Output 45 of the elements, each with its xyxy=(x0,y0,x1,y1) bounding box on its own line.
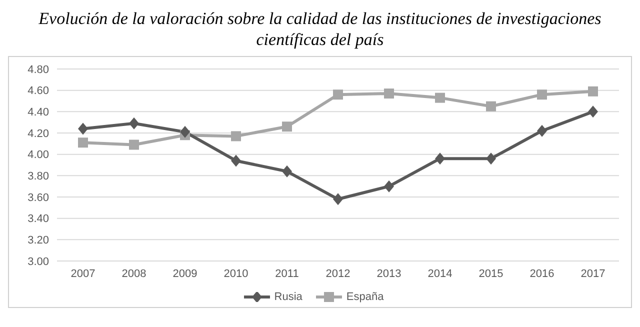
point xyxy=(180,126,190,138)
y-tick-label: 4.40 xyxy=(28,106,49,119)
point xyxy=(384,88,394,99)
point xyxy=(537,124,547,137)
point xyxy=(486,101,496,112)
x-tick-label: 2012 xyxy=(326,268,350,280)
point xyxy=(435,92,445,103)
point xyxy=(129,140,139,150)
point xyxy=(588,106,598,118)
y-tick-label: 4.60 xyxy=(28,85,49,98)
y-tick-label: 3.40 xyxy=(28,213,49,226)
x-tick-label: 2011 xyxy=(275,268,299,280)
point xyxy=(333,193,343,206)
y-tick-label: 4.20 xyxy=(28,128,49,140)
y-tick-label: 3.80 xyxy=(28,170,49,183)
point xyxy=(282,122,292,132)
point xyxy=(231,131,241,142)
x-tick-label: 2015 xyxy=(478,268,504,280)
y-tick-label: 3.60 xyxy=(28,192,49,204)
point xyxy=(333,90,343,100)
y-tick-label: 3.20 xyxy=(28,234,49,247)
x-tick-label: 2013 xyxy=(376,268,402,280)
x-tick-label: 2017 xyxy=(580,268,606,280)
chart-title: Evolución de la valoración sobre la calidad de las instituciones de investigaciones científicas del país xyxy=(38,8,602,50)
legend-label: Rusia xyxy=(274,291,302,303)
point xyxy=(78,122,88,135)
point xyxy=(384,180,394,192)
point xyxy=(231,154,241,167)
y-tick-label: 4.80 xyxy=(28,64,49,76)
x-tick-label: 2010 xyxy=(224,268,248,280)
y-tick-label: 4.00 xyxy=(28,149,49,162)
x-tick-label: 2008 xyxy=(122,268,146,280)
point xyxy=(78,138,88,148)
point xyxy=(282,165,292,178)
x-tick-label: 2009 xyxy=(172,268,198,280)
point xyxy=(537,90,547,100)
point xyxy=(129,117,139,130)
x-tick-label: 2016 xyxy=(530,268,554,280)
x-tick-label: 2014 xyxy=(428,268,452,280)
point xyxy=(588,86,598,96)
x-tick-label: 2007 xyxy=(70,268,96,280)
legend-label: España xyxy=(346,291,384,303)
y-tick-label: 3.00 xyxy=(28,256,49,268)
point xyxy=(486,152,496,165)
point xyxy=(435,152,445,165)
